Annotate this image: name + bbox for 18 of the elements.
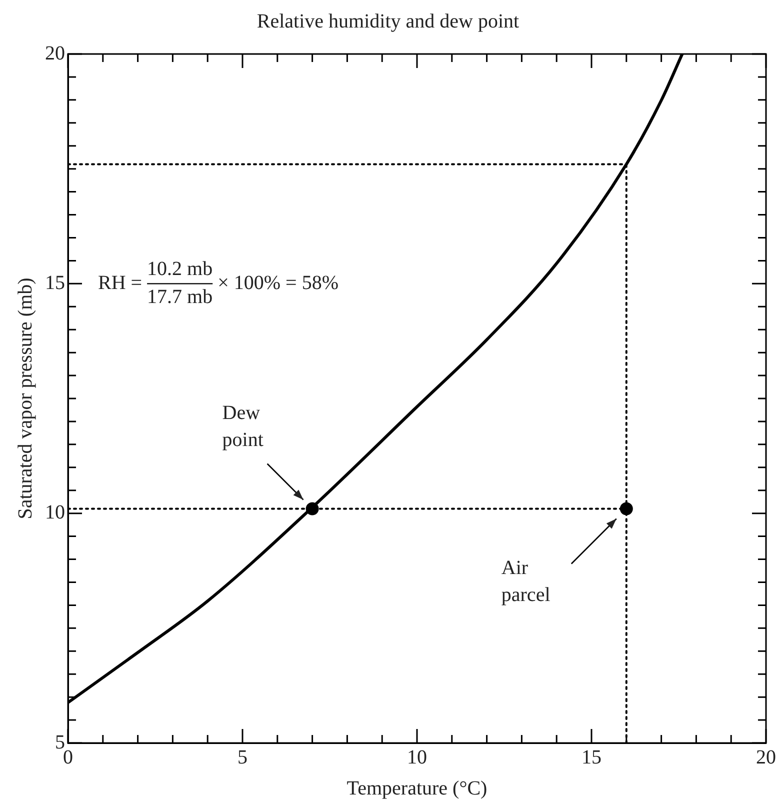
y-tick-label: 5 <box>55 731 65 754</box>
y-tick-label: 15 <box>45 272 65 294</box>
y-tick-label: 10 <box>45 502 65 524</box>
y-axis-title: Saturated vapor pressure (mb) <box>14 278 36 520</box>
annotation: 10.2 mb <box>147 258 213 280</box>
x-tick-label: 20 <box>756 746 776 768</box>
x-tick-label: 5 <box>238 746 248 768</box>
x-axis-title: Temperature (°C) <box>346 777 488 800</box>
y-tick-label: 20 <box>45 42 65 64</box>
annotation: 17.7 mb <box>147 286 213 308</box>
annotation: Air parcel <box>501 556 551 606</box>
annotation: × 100% = 58% <box>212 272 339 294</box>
x-tick-label: 10 <box>407 746 427 768</box>
annotation: RH = <box>98 272 148 294</box>
chart-title: Relative humidity and dew point <box>256 10 520 32</box>
x-tick-label: 15 <box>582 746 602 768</box>
annotation: Dew point <box>222 402 264 451</box>
x-tick-label: 0 <box>63 746 73 768</box>
